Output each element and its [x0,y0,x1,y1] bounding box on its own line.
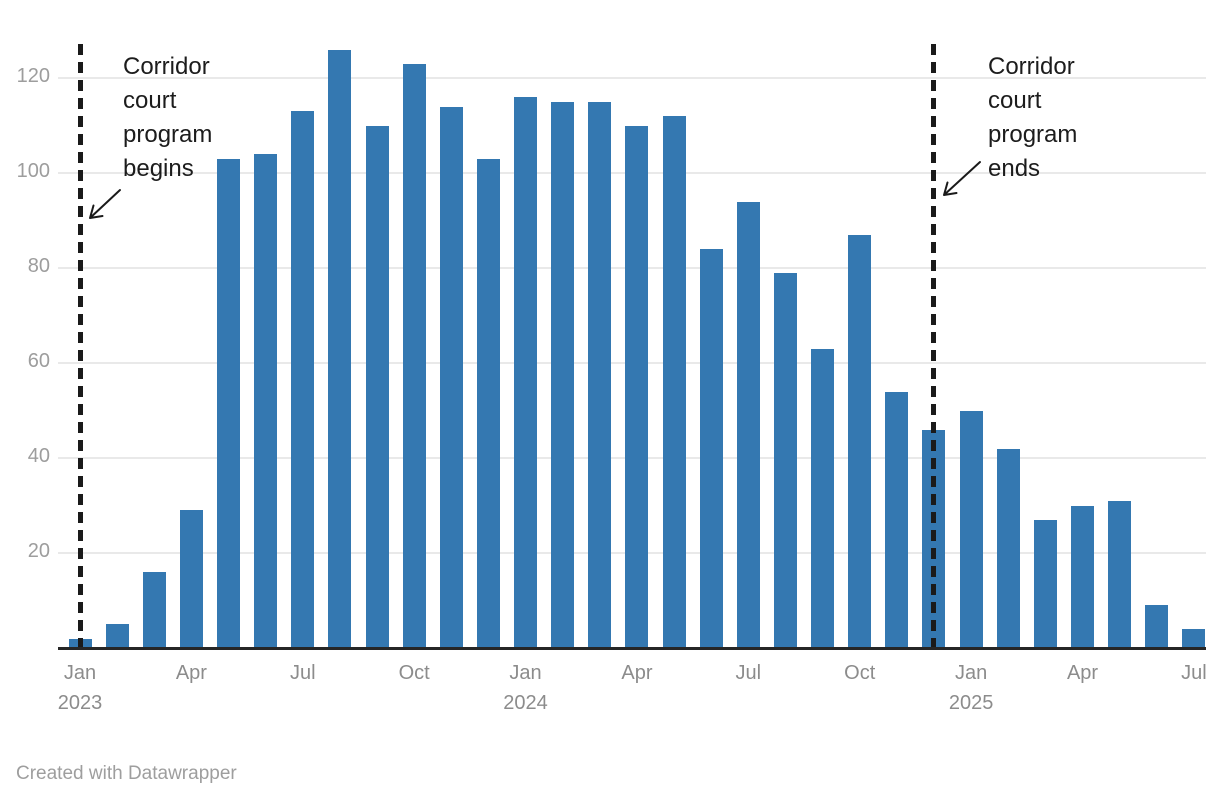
bar-oct-2024 [848,234,872,648]
bar-mar-2025 [1033,519,1057,648]
bar-feb-2025 [996,448,1020,648]
bar-nov-2024 [885,391,909,648]
bar-jul-2024 [736,201,760,648]
bar-aug-2023 [328,49,352,648]
annotation-arrow-end-icon [943,161,981,196]
bar-feb-2023 [105,624,129,648]
bar-jan-2025 [959,410,983,648]
x-axis-tick-label: Oct [398,662,430,684]
program-begins-line [77,44,83,648]
x-axis-year-label: 2023 [57,692,103,714]
x-axis-tick-label: Apr [175,662,207,684]
bar-oct-2023 [402,63,426,648]
bar-jul-2025 [1182,629,1206,648]
bar-mar-2024 [588,101,612,648]
bar-sep-2023 [365,125,389,648]
bar-nov-2023 [439,106,463,648]
x-axis-tick-label: Jul [289,662,316,684]
bar-feb-2024 [551,101,575,648]
gridline [58,77,1206,79]
x-axis-line [58,647,1206,650]
x-axis-tick-label: Jul [1181,662,1207,684]
y-axis-tick-label: 120 [16,65,50,87]
bar-may-2025 [1108,500,1132,648]
program-ends-line [931,44,937,648]
y-axis-tick-label: 40 [27,445,50,467]
x-axis-tick-label: Jan [509,662,542,684]
bar-jun-2024 [699,249,723,648]
x-axis-tick-label: Jan [63,662,97,684]
y-axis-tick-label: 80 [27,255,50,277]
bar-apr-2023 [179,510,203,648]
bar-may-2024 [662,116,686,648]
bar-dec-2023 [476,158,500,648]
bar-jul-2023 [291,111,315,648]
annotation-program-ends: Corridor court program ends [988,53,1078,182]
x-axis-tick-label: Apr [621,662,653,684]
annotation-program-begins: Corridor court program begins [123,53,213,182]
bar-mar-2023 [142,572,166,648]
y-axis-tick-label: 100 [16,160,50,182]
bar-sep-2024 [811,348,835,648]
bar-apr-2024 [625,125,649,648]
x-axis-tick-label: Apr [1066,662,1099,684]
datawrapper-credit: Created with Datawrapper [16,763,237,784]
annotation-arrow-begin-icon [89,189,121,219]
x-axis-tick-label: Jan [954,662,988,684]
x-axis-year-label: 2025 [948,692,994,714]
bar-apr-2025 [1071,505,1094,648]
y-axis-tick-label: 20 [27,540,50,562]
bar-jan-2024 [514,97,538,648]
bar-aug-2024 [773,272,797,648]
bar-may-2023 [217,158,241,648]
x-axis-tick-label: Oct [844,662,876,684]
x-axis-year-label: 2024 [503,692,548,714]
x-axis-tick-label: Jul [735,662,762,684]
y-axis-tick-label: 60 [27,350,50,372]
bar-jun-2025 [1145,605,1169,648]
bar-jun-2023 [254,154,278,648]
